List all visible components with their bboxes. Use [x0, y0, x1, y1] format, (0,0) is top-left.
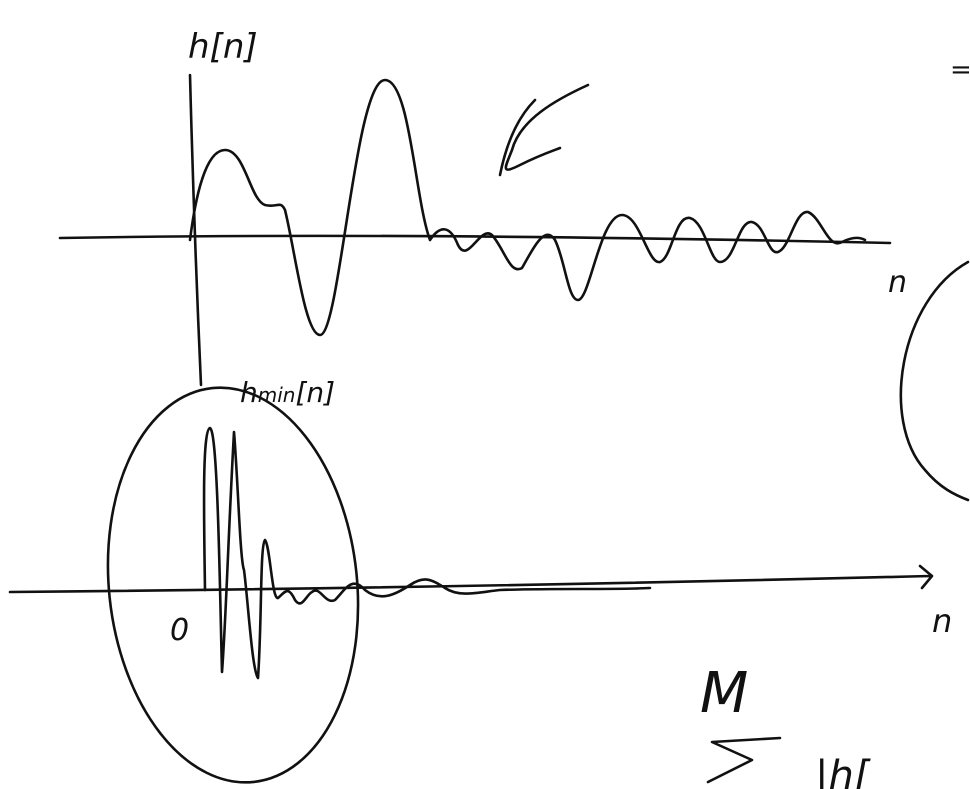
- top-signal: [188, 78, 867, 337]
- bottom-x-axis: [8, 564, 934, 594]
- top-axis-label: h[n]: [188, 27, 258, 67]
- bottom-signal: [202, 426, 652, 680]
- label-arg: [n]: [295, 376, 335, 409]
- highlight-ellipse: [106, 386, 360, 784]
- origin-label: 0: [170, 613, 189, 648]
- bottom-x-label: n: [932, 602, 952, 640]
- sum-upper-limit: M: [700, 661, 748, 726]
- sum-sign: [706, 736, 782, 784]
- bottom-axis-label: hmin[n]: [240, 376, 335, 409]
- top-x-axis: [58, 234, 892, 245]
- side-mark: =: [950, 55, 970, 85]
- top-x-label: n: [888, 265, 907, 300]
- top-y-axis: [188, 73, 203, 387]
- sum-term: |h[: [815, 753, 871, 789]
- right-ellipse-arc: [899, 260, 970, 502]
- label-main: h: [240, 376, 258, 409]
- hand-arrow: [498, 83, 590, 177]
- label-sub: min: [258, 383, 296, 407]
